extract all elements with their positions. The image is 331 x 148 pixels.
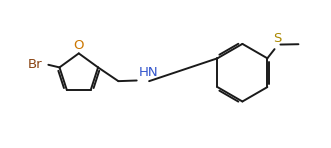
- Text: O: O: [73, 39, 84, 52]
- Text: Br: Br: [28, 58, 42, 71]
- Text: S: S: [273, 32, 281, 45]
- Text: HN: HN: [139, 66, 158, 79]
